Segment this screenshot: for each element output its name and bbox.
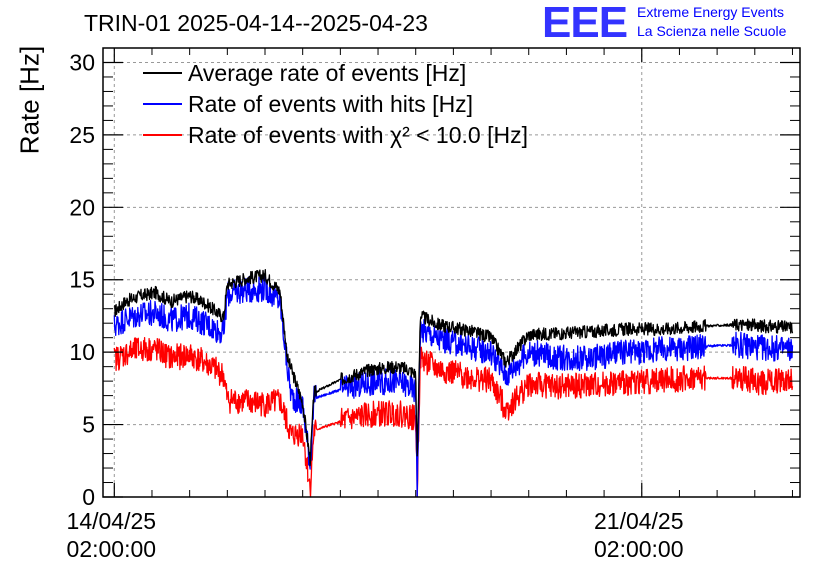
legend-label-2: Rate of events with χ² < 10.0 [Hz] — [188, 122, 528, 148]
y-tick-label: 5 — [82, 412, 95, 438]
x-tick-label: 21/04/25 — [594, 508, 684, 534]
grid-lines — [103, 48, 800, 497]
series-line-1 — [113, 275, 794, 498]
legend-label-1: Rate of events with hits [Hz] — [188, 91, 473, 117]
legend: Average rate of events [Hz] Rate of event… — [143, 60, 528, 148]
eee-logo-line2: La Scienza nelle Scuole — [637, 23, 787, 39]
x-tick-label: 02:00:00 — [67, 536, 157, 562]
series-layer — [113, 269, 794, 498]
y-tick-label: 10 — [69, 339, 95, 365]
y-tick-label: 25 — [69, 122, 95, 148]
eee-logo-line1: Extreme Energy Events — [637, 4, 785, 20]
series-line-0 — [113, 269, 794, 467]
plot-frame — [102, 47, 801, 498]
eee-logo-mark: EEE — [542, 0, 628, 47]
chart-title: TRIN-01 2025-04-14--2025-04-23 — [84, 10, 428, 36]
eee-logo-text: Extreme Energy Events La Scienza nelle S… — [637, 3, 786, 41]
series-line-2 — [113, 337, 794, 498]
x-tick-label: 14/04/25 — [67, 508, 157, 534]
y-tick-label: 15 — [69, 267, 95, 293]
x-tick-label: 02:00:00 — [594, 536, 684, 562]
y-tick-label: 0 — [82, 484, 95, 510]
legend-label-0: Average rate of events [Hz] — [188, 60, 466, 86]
axis-ticks: 05101520253014/04/2502:00:0021/04/2502:0… — [67, 48, 800, 562]
y-tick-label: 30 — [69, 49, 95, 75]
y-tick-label: 20 — [69, 194, 95, 220]
